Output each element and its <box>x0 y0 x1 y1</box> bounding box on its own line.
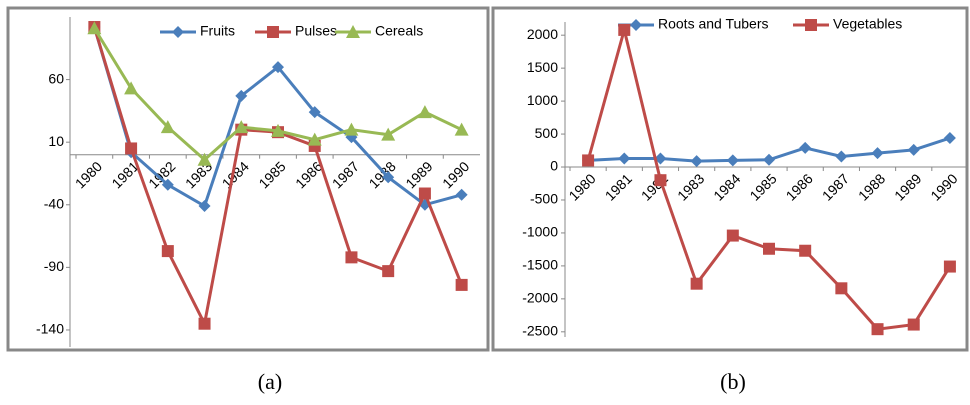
marker <box>382 171 395 184</box>
y-tick-label: 0 <box>550 158 558 174</box>
marker <box>726 154 739 167</box>
x-tick-label: 1988 <box>366 158 399 191</box>
y-tick-label: 2000 <box>527 26 558 42</box>
x-tick-label: 1985 <box>255 158 288 191</box>
marker <box>871 323 884 336</box>
marker <box>799 244 812 257</box>
panel-frame <box>6 6 490 352</box>
y-tick-label: -1500 <box>522 257 558 273</box>
marker <box>763 153 775 166</box>
y-tick-label: 10 <box>48 133 64 149</box>
marker <box>271 123 285 137</box>
x-tick-label: 1987 <box>329 158 362 191</box>
marker <box>345 251 358 264</box>
marker <box>198 317 211 330</box>
x-tick-label: 1985 <box>746 170 779 203</box>
x-tick-label: 1984 <box>710 170 743 203</box>
legend-label: Roots and Tubers <box>658 16 769 32</box>
x-tick-label: 1990 <box>927 170 960 203</box>
series-line <box>93 27 463 162</box>
marker <box>307 132 322 146</box>
marker <box>197 152 212 166</box>
marker <box>582 154 595 167</box>
y-tick-label: 1500 <box>527 59 558 75</box>
marker <box>726 229 739 242</box>
marker <box>690 155 703 168</box>
marker <box>124 81 139 95</box>
marker <box>346 25 360 38</box>
marker <box>308 106 321 119</box>
caption: (a) <box>258 369 282 394</box>
caption: (b) <box>720 369 746 394</box>
legend-label: Pulses <box>295 23 337 39</box>
x-tick-label: 1980 <box>565 170 598 203</box>
marker <box>161 178 174 191</box>
y-tick-label: -40 <box>44 195 64 211</box>
y-tick-label: 60 <box>48 70 64 86</box>
marker <box>907 143 920 156</box>
marker <box>161 245 174 258</box>
marker <box>455 278 468 291</box>
marker <box>417 105 432 119</box>
x-tick-label: 1990 <box>439 158 472 191</box>
marker <box>907 318 920 331</box>
marker <box>267 26 279 38</box>
marker <box>272 61 284 74</box>
x-tick-label: 1981 <box>602 170 635 203</box>
marker <box>654 174 667 187</box>
x-tick-label: 1986 <box>783 170 816 203</box>
x-tick-label: 1987 <box>819 170 852 203</box>
marker <box>630 19 642 31</box>
marker <box>943 132 956 145</box>
marker <box>805 19 817 31</box>
legend-label: Vegetables <box>833 16 902 32</box>
y-tick-label: -1000 <box>522 224 558 240</box>
legend-label: Fruits <box>200 23 235 39</box>
marker <box>871 147 884 160</box>
y-tick-label: 1000 <box>527 92 558 108</box>
marker <box>381 127 396 141</box>
marker <box>235 89 248 102</box>
marker <box>198 200 211 213</box>
marker <box>763 242 775 255</box>
marker <box>234 120 249 134</box>
x-tick-label: 1983 <box>674 170 707 203</box>
x-tick-label: 1989 <box>891 170 924 203</box>
legend-label: Cereals <box>375 23 423 39</box>
y-tick-label: -500 <box>530 191 558 207</box>
marker <box>618 23 631 36</box>
marker <box>172 26 184 38</box>
y-tick-label: -140 <box>36 321 64 337</box>
panel-frame <box>491 6 969 352</box>
marker <box>125 142 138 155</box>
x-tick-label: 1988 <box>855 170 888 203</box>
marker <box>835 282 848 295</box>
marker <box>799 141 812 154</box>
marker <box>160 120 175 134</box>
marker <box>382 265 395 278</box>
marker <box>344 122 359 136</box>
marker <box>943 260 956 273</box>
marker <box>455 188 468 201</box>
marker <box>618 152 631 165</box>
x-tick-label: 1980 <box>72 158 105 191</box>
marker <box>418 187 431 200</box>
y-tick-label: -90 <box>44 258 64 274</box>
marker <box>87 21 102 35</box>
x-tick-label: 1989 <box>402 158 435 191</box>
marker <box>835 150 848 163</box>
y-tick-label: -2500 <box>522 323 558 339</box>
marker <box>454 122 469 136</box>
marker <box>690 277 703 290</box>
y-tick-label: -2000 <box>522 290 558 306</box>
y-tick-label: 500 <box>535 125 559 141</box>
